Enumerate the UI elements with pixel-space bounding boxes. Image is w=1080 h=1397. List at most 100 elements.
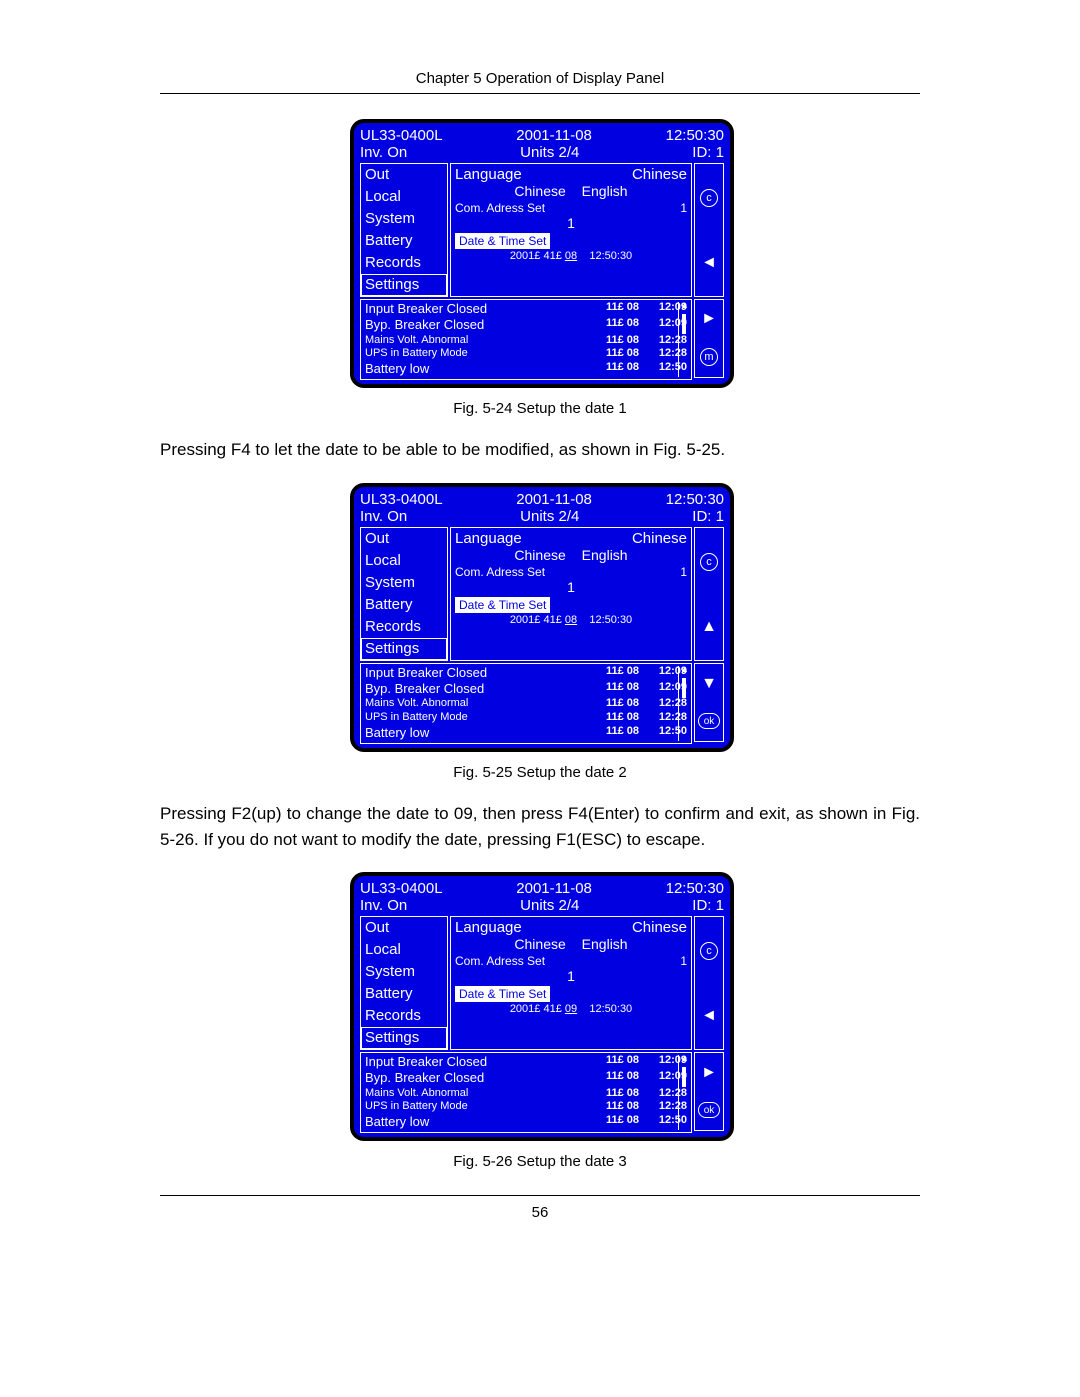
- menu-local[interactable]: Local: [361, 186, 447, 208]
- f1-esc-icon[interactable]: c: [700, 189, 718, 207]
- language-value: Chinese: [632, 919, 687, 936]
- language-label: Language: [455, 919, 522, 936]
- address-value-line: 1: [455, 215, 687, 231]
- f1-esc-icon[interactable]: c: [700, 942, 718, 960]
- menu-records[interactable]: Records: [361, 616, 447, 638]
- fkey-top: c ◄: [694, 163, 724, 297]
- event-scrollbar[interactable]: [678, 302, 688, 377]
- com-address-label: Com. Adress Set: [455, 954, 545, 968]
- panel-fig-5-24: UL33-0400L 2001-11-08 12:50:30 Inv. On U…: [350, 119, 730, 388]
- date-time-set-button[interactable]: Date & Time Set: [455, 986, 550, 1002]
- event-scrollbar[interactable]: [678, 666, 688, 741]
- date-time-set-value: 2001£ 41£ 08 12:50:30: [455, 614, 687, 626]
- panel-fig-5-25: UL33-0400L 2001-11-08 12:50:30 Inv. On U…: [350, 483, 730, 752]
- com-address-value: 1: [680, 201, 687, 215]
- f2-left-icon[interactable]: ◄: [701, 255, 717, 271]
- language-value: Chinese: [632, 166, 687, 183]
- menu-settings[interactable]: Settings: [361, 1027, 447, 1049]
- body-para-2: Pressing F2(up) to change the date to 09…: [160, 801, 920, 852]
- settings-content: Language Chinese Chinese English Com. Ad…: [450, 527, 692, 661]
- lang-option-chinese[interactable]: Chinese: [514, 547, 565, 563]
- date-time-set-button[interactable]: Date & Time Set: [455, 233, 550, 249]
- figure-caption: Fig. 5-26 Setup the date 3: [160, 1153, 920, 1170]
- model: UL33-0400L: [360, 880, 443, 897]
- menu-local[interactable]: Local: [361, 939, 447, 961]
- lang-option-chinese[interactable]: Chinese: [514, 183, 565, 199]
- lang-option-chinese[interactable]: Chinese: [514, 936, 565, 952]
- lang-option-english[interactable]: English: [582, 547, 628, 563]
- menu-records[interactable]: Records: [361, 252, 447, 274]
- menu-battery[interactable]: Battery: [361, 230, 447, 252]
- page-number: 56: [160, 1195, 920, 1221]
- com-address-label: Com. Adress Set: [455, 201, 545, 215]
- ups-display-panel: UL33-0400L 2001-11-08 12:50:30 Inv. On U…: [350, 872, 734, 1141]
- status: Inv. On: [360, 897, 407, 914]
- event-log: Input Breaker Closed11£ 0812:09 Byp. Bre…: [360, 663, 692, 744]
- id: ID: 1: [692, 508, 724, 525]
- lang-option-english[interactable]: English: [582, 936, 628, 952]
- body-para-1: Pressing F4 to let the date to be able t…: [160, 437, 920, 463]
- panel-fig-5-26: UL33-0400L 2001-11-08 12:50:30 Inv. On U…: [350, 872, 730, 1141]
- date-time-set-value: 2001£ 41£ 09 12:50:30: [455, 1003, 687, 1015]
- f2-up-icon[interactable]: ▲: [701, 619, 717, 635]
- units: Units 2/4: [520, 897, 579, 914]
- event-log: Input Breaker Closed11£ 0812:09 Byp. Bre…: [360, 299, 692, 380]
- units: Units 2/4: [520, 508, 579, 525]
- menu-settings[interactable]: Settings: [361, 638, 447, 660]
- address-value-line: 1: [455, 968, 687, 984]
- lang-option-english[interactable]: English: [582, 183, 628, 199]
- side-menu: Out Local System Battery Records Setting…: [360, 916, 448, 1050]
- header-time: 12:50:30: [666, 491, 724, 508]
- side-menu: Out Local System Battery Records Setting…: [360, 163, 448, 297]
- com-address-value: 1: [680, 565, 687, 579]
- language-label: Language: [455, 530, 522, 547]
- menu-out[interactable]: Out: [361, 917, 447, 939]
- menu-system[interactable]: System: [361, 208, 447, 230]
- f3-down-icon[interactable]: ▼: [701, 676, 717, 692]
- fkey-bottom: ▼ ok: [694, 663, 724, 742]
- f4-menu-icon[interactable]: m: [700, 348, 718, 366]
- ups-display-panel: UL33-0400L 2001-11-08 12:50:30 Inv. On U…: [350, 483, 734, 752]
- f4-ok-icon[interactable]: ok: [698, 1102, 720, 1118]
- menu-out[interactable]: Out: [361, 528, 447, 550]
- status: Inv. On: [360, 144, 407, 161]
- language-value: Chinese: [632, 530, 687, 547]
- menu-system[interactable]: System: [361, 572, 447, 594]
- menu-local[interactable]: Local: [361, 550, 447, 572]
- side-menu: Out Local System Battery Records Setting…: [360, 527, 448, 661]
- fkey-bottom: ► m: [694, 299, 724, 378]
- fkey-top: c ▲: [694, 527, 724, 661]
- f3-right-icon[interactable]: ►: [701, 1065, 717, 1081]
- units: Units 2/4: [520, 144, 579, 161]
- header-time: 12:50:30: [666, 880, 724, 897]
- figure-caption: Fig. 5-24 Setup the date 1: [160, 400, 920, 417]
- menu-system[interactable]: System: [361, 961, 447, 983]
- settings-content: Language Chinese Chinese English Com. Ad…: [450, 916, 692, 1050]
- date-time-set-value: 2001£ 41£ 08 12:50:30: [455, 250, 687, 262]
- status: Inv. On: [360, 508, 407, 525]
- date-time-set-button[interactable]: Date & Time Set: [455, 597, 550, 613]
- id: ID: 1: [692, 144, 724, 161]
- f1-esc-icon[interactable]: c: [700, 553, 718, 571]
- document-page: Chapter 5 Operation of Display Panel UL3…: [160, 0, 920, 1261]
- f3-right-icon[interactable]: ►: [701, 311, 717, 327]
- event-scrollbar[interactable]: [678, 1055, 688, 1130]
- header-date: 2001-11-08: [516, 491, 592, 508]
- header-date: 2001-11-08: [516, 880, 592, 897]
- settings-content: Language Chinese Chinese English Com. Ad…: [450, 163, 692, 297]
- chapter-header: Chapter 5 Operation of Display Panel: [160, 70, 920, 94]
- menu-battery[interactable]: Battery: [361, 983, 447, 1005]
- menu-battery[interactable]: Battery: [361, 594, 447, 616]
- menu-out[interactable]: Out: [361, 164, 447, 186]
- fkey-top: c ◄: [694, 916, 724, 1050]
- figure-caption: Fig. 5-25 Setup the date 2: [160, 764, 920, 781]
- model: UL33-0400L: [360, 127, 443, 144]
- f2-left-icon[interactable]: ◄: [701, 1008, 717, 1024]
- header-date: 2001-11-08: [516, 127, 592, 144]
- ups-display-panel: UL33-0400L 2001-11-08 12:50:30 Inv. On U…: [350, 119, 734, 388]
- f4-ok-icon[interactable]: ok: [698, 713, 720, 729]
- panel-header: UL33-0400L 2001-11-08 12:50:30 Inv. On U…: [354, 876, 730, 914]
- panel-header: UL33-0400L 2001-11-08 12:50:30 Inv. On U…: [354, 487, 730, 525]
- menu-records[interactable]: Records: [361, 1005, 447, 1027]
- menu-settings[interactable]: Settings: [361, 274, 447, 296]
